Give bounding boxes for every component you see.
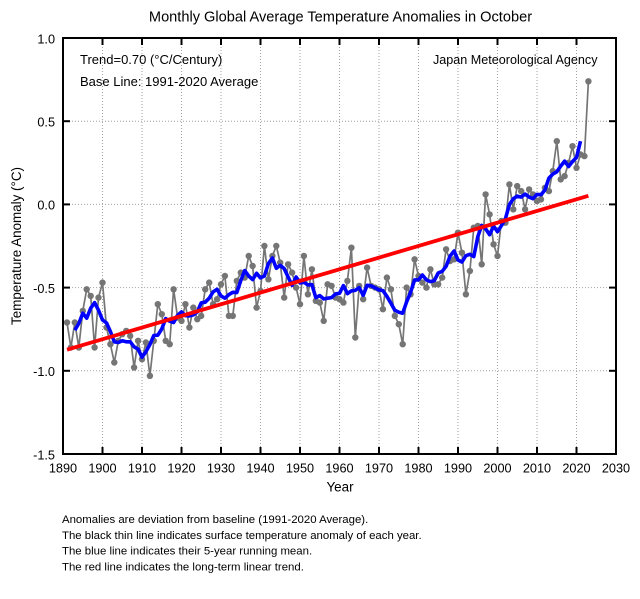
svg-text:2030: 2030: [602, 462, 630, 476]
svg-text:2000: 2000: [483, 462, 511, 476]
svg-text:1990: 1990: [444, 462, 472, 476]
svg-text:-1.0: -1.0: [33, 365, 55, 379]
svg-text:2010: 2010: [523, 462, 551, 476]
svg-text:1.0: 1.0: [37, 32, 55, 46]
svg-text:Year: Year: [326, 479, 354, 494]
svg-text:The black thin line indicates: The black thin line indicates surface te…: [62, 530, 422, 542]
svg-text:Base Line: 1991-2020 Average: Base Line: 1991-2020 Average: [80, 74, 258, 89]
svg-text:1960: 1960: [325, 462, 353, 476]
svg-text:The blue line indicates their: The blue line indicates their 5-year run…: [62, 546, 312, 558]
svg-text:Japan Meteorological Agency: Japan Meteorological Agency: [433, 53, 598, 67]
svg-text:1940: 1940: [246, 462, 274, 476]
svg-text:2020: 2020: [562, 462, 590, 476]
svg-text:0.5: 0.5: [37, 116, 55, 130]
svg-text:1900: 1900: [88, 462, 116, 476]
svg-text:1920: 1920: [167, 462, 195, 476]
svg-text:1930: 1930: [207, 462, 235, 476]
svg-text:0.0: 0.0: [37, 199, 55, 213]
svg-text:1970: 1970: [365, 462, 393, 476]
svg-text:Monthly Global Average Tempera: Monthly Global Average Temperature Anoma…: [149, 9, 532, 25]
svg-text:1950: 1950: [286, 462, 314, 476]
svg-text:-1.5: -1.5: [33, 448, 55, 462]
svg-text:1890: 1890: [49, 462, 77, 476]
svg-text:Anomalies are deviation from b: Anomalies are deviation from baseline (1…: [62, 514, 368, 526]
svg-text:1910: 1910: [128, 462, 156, 476]
svg-text:1980: 1980: [404, 462, 432, 476]
svg-text:The red line indicates the lon: The red line indicates the long-term lin…: [62, 561, 304, 573]
svg-text:Temperature Anomaly (°C): Temperature Anomaly (°C): [9, 167, 24, 325]
svg-text:Trend=0.70 (°C/Century): Trend=0.70 (°C/Century): [80, 52, 222, 67]
svg-text:-0.5: -0.5: [33, 282, 55, 296]
